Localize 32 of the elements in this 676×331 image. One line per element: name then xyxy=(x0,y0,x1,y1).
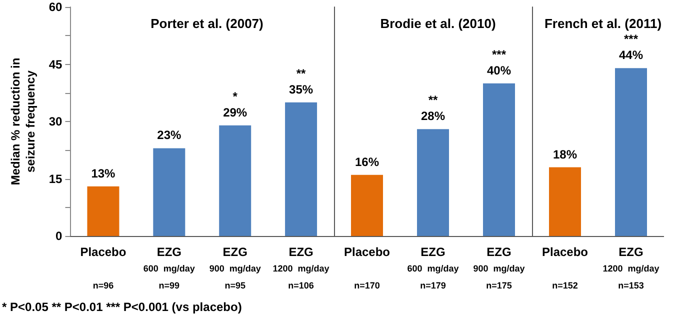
x-tick-label: EZG 600 mg/day n=99 xyxy=(143,245,195,290)
data-label: 16% xyxy=(354,154,380,169)
category-label: Placebo n=152 xyxy=(542,245,588,290)
category-label: Placebo n=96 xyxy=(80,245,126,290)
data-label: * 29% xyxy=(223,89,248,120)
y-tick-label: 30 xyxy=(48,114,63,128)
data-label: *** 40% xyxy=(486,47,512,78)
data-label: 13% xyxy=(91,166,116,180)
y-axis-title: Median % reduction in seizure frequency xyxy=(8,58,38,186)
text: French et al. (2011) xyxy=(544,16,662,31)
text: Porter et al. (2007) xyxy=(150,16,264,31)
data-label: 18% xyxy=(552,147,578,162)
bar xyxy=(87,186,120,236)
x-tick-label: EZG 600 mg/day n=179 xyxy=(407,245,459,290)
text: Brodie et al. (2010) xyxy=(380,16,496,31)
x-tick-label: EZG 1200 mg/day n=106 xyxy=(272,245,330,290)
y-tick-label: 60 xyxy=(48,0,63,14)
bar xyxy=(153,148,186,236)
bar xyxy=(219,125,252,236)
x-tick-label: EZG 1200 mg/day n=153 xyxy=(602,245,660,290)
data-label: ** 28% xyxy=(420,93,446,124)
data-label: 23% xyxy=(157,128,182,142)
category-label: Placebo n=170 xyxy=(344,245,390,290)
data-label: ** 35% xyxy=(289,66,314,96)
bar xyxy=(285,102,318,236)
y-tick-label: 15 xyxy=(48,172,63,186)
y-tick-label: 45 xyxy=(48,57,63,72)
text: * P<0.05 ** P<0.01 *** P<0.001 (vs placebo) xyxy=(1,300,243,314)
x-tick-label: EZG 900 mg/day n=95 xyxy=(209,245,261,290)
x-tick-label: EZG 900 mg/day n=175 xyxy=(473,245,525,290)
data-label: *** 44% xyxy=(618,32,644,62)
y-tick-label: 0 xyxy=(56,229,63,243)
